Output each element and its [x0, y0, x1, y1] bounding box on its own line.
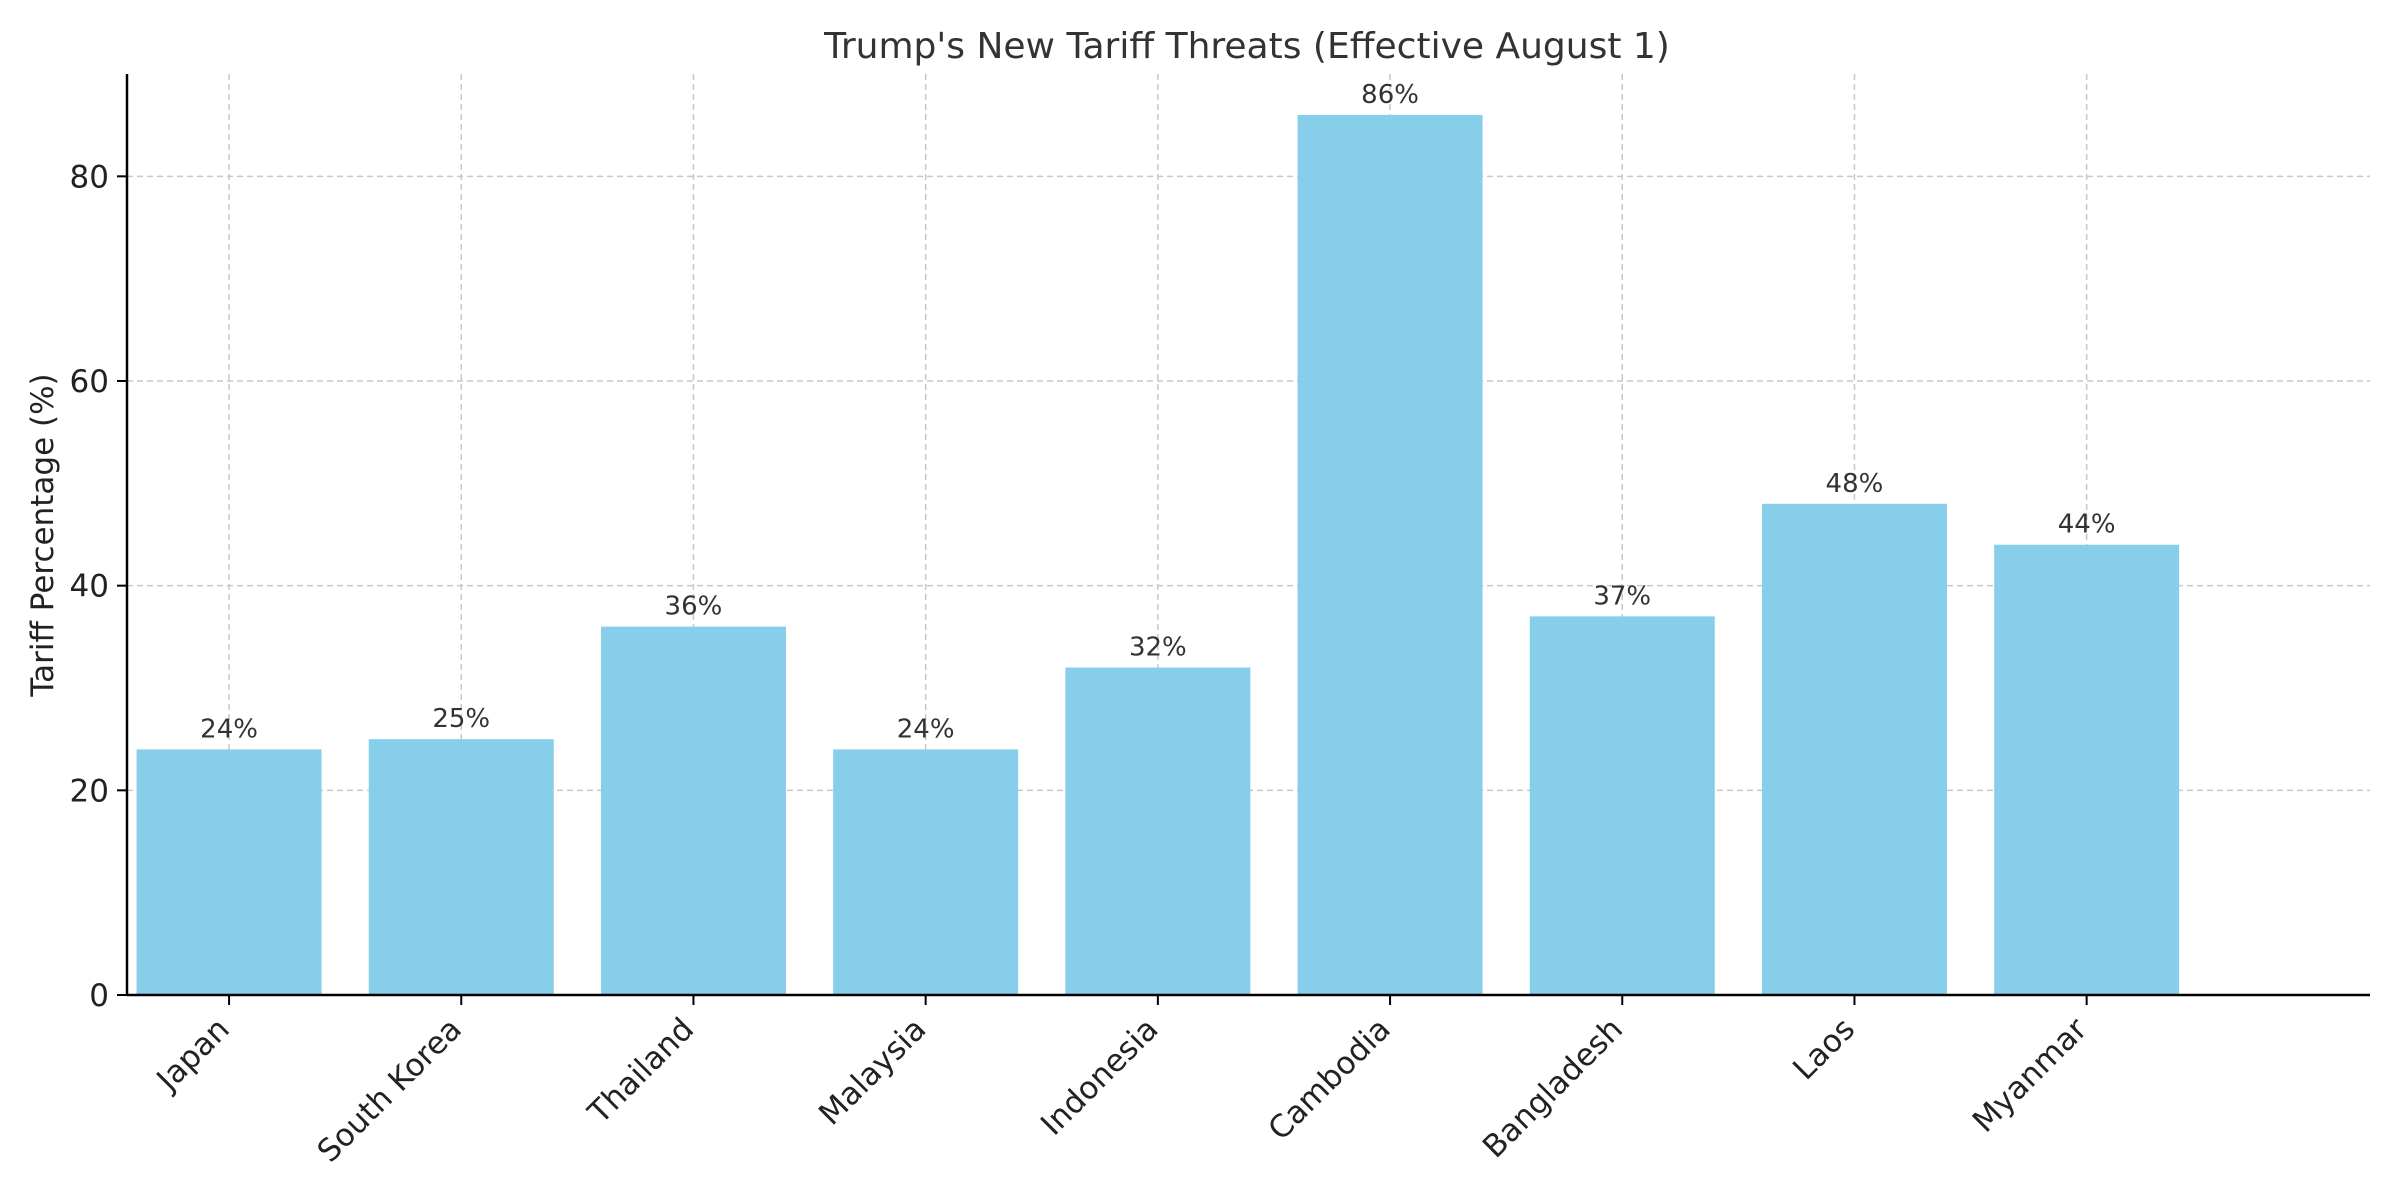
bar: [600, 626, 786, 995]
bar-value-label: 48%: [1826, 469, 1884, 499]
bar-value-label: 37%: [1593, 581, 1651, 611]
bar: [1297, 114, 1483, 995]
y-tick-label: 60: [70, 364, 109, 400]
bars: [136, 114, 2180, 995]
y-tick-label: 0: [89, 978, 109, 1014]
axes: [117, 74, 2370, 1005]
bar: [1761, 503, 1947, 995]
bar-value-label: 24%: [897, 714, 955, 744]
bar-value-label: 32%: [1129, 633, 1187, 663]
y-tick-label: 20: [70, 773, 109, 809]
bar-value-label: 86%: [1361, 80, 1419, 110]
bar-value-label: 24%: [200, 714, 258, 744]
bar: [1994, 544, 2180, 995]
y-tick-label: 40: [70, 569, 109, 605]
bar-value-label: 36%: [665, 592, 723, 622]
bar-value-label: 25%: [432, 704, 490, 734]
y-axis-label: Tariff Percentage (%): [25, 373, 61, 697]
bar: [368, 739, 554, 995]
bar: [1065, 667, 1251, 995]
y-tick-label: 80: [70, 159, 109, 195]
bar: [136, 749, 322, 995]
bar: [833, 749, 1019, 995]
bar: [1529, 616, 1715, 995]
chart-title: Trump's New Tariff Threats (Effective Au…: [823, 26, 1670, 67]
bar-value-label: 44%: [2058, 510, 2116, 540]
